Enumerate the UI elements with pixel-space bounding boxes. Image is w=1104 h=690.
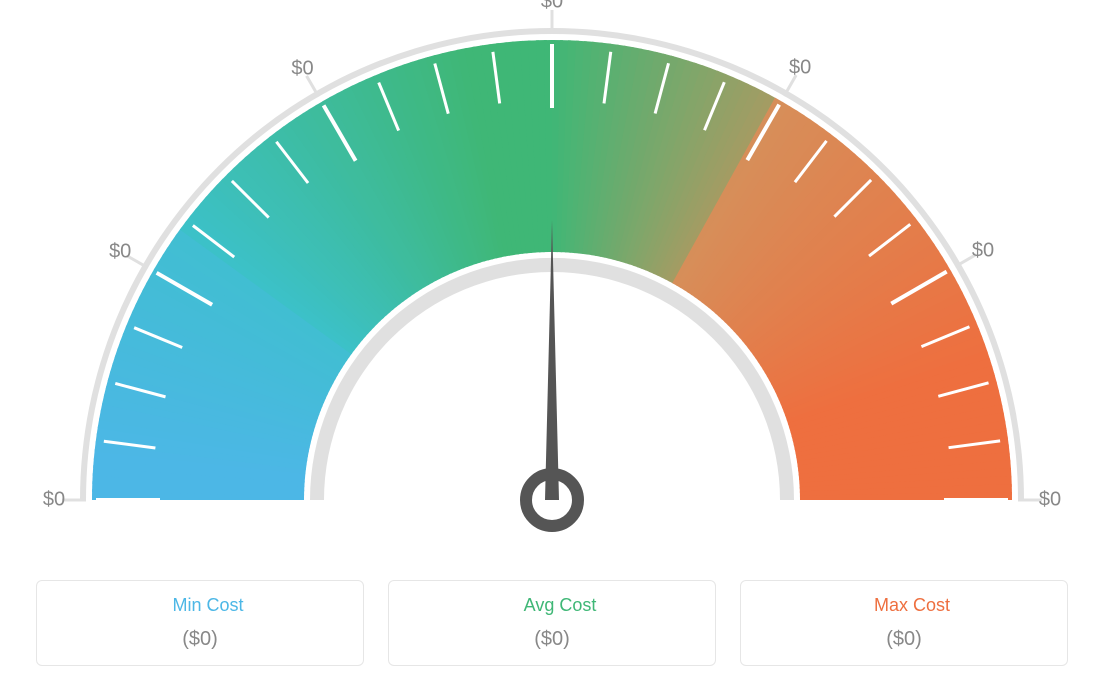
- legend-value-min: ($0): [47, 628, 353, 651]
- legend-dot-min: [156, 602, 164, 610]
- gauge-tick-label: $0: [1039, 489, 1061, 512]
- gauge-chart: $0 $0 $0 $0 $0 $0 $0: [0, 0, 1104, 560]
- legend-card-avg: Avg Cost ($0): [388, 580, 716, 666]
- legend-text-avg: Avg Cost: [524, 595, 597, 616]
- gauge-tick-label: $0: [789, 57, 811, 80]
- gauge-tick-label: $0: [43, 489, 65, 512]
- legend-label-avg: Avg Cost: [508, 595, 597, 616]
- legend-label-min: Min Cost: [156, 595, 243, 616]
- legend-dot-avg: [508, 602, 516, 610]
- gauge-tick-label: $0: [109, 240, 131, 263]
- gauge-tick-label: $0: [291, 57, 313, 80]
- legend-text-min: Min Cost: [172, 595, 243, 616]
- legend-row: Min Cost ($0) Avg Cost ($0) Max Cost ($0…: [36, 580, 1068, 666]
- legend-dot-max: [858, 602, 866, 610]
- legend-value-avg: ($0): [399, 628, 705, 651]
- legend-value-max: ($0): [751, 628, 1057, 651]
- gauge-tick-label: $0: [541, 0, 563, 14]
- cost-gauge-infographic: $0 $0 $0 $0 $0 $0 $0 Min Cost ($0) Avg Cost ($…: [0, 0, 1104, 690]
- legend-card-min: Min Cost ($0): [36, 580, 364, 666]
- legend-card-max: Max Cost ($0): [740, 580, 1068, 666]
- gauge-tick-label: $0: [972, 239, 994, 262]
- gauge-svg: [0, 0, 1104, 560]
- legend-text-max: Max Cost: [874, 595, 950, 616]
- legend-label-max: Max Cost: [858, 595, 950, 616]
